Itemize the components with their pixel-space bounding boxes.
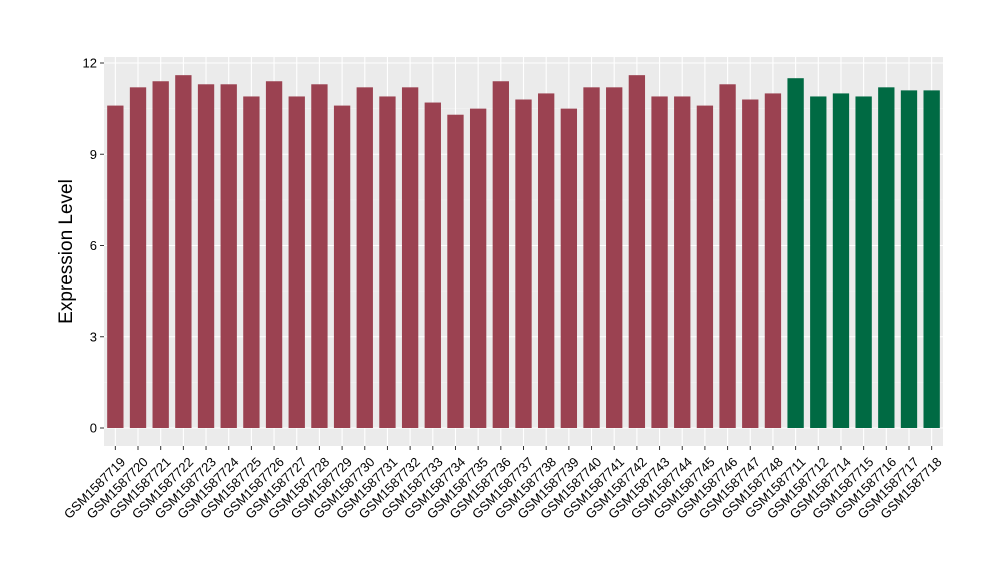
bar-GSM1587719 <box>107 105 124 428</box>
bar-GSM1587732 <box>401 87 419 428</box>
y-tick-label: 0 <box>90 421 97 436</box>
bar-GSM1587731 <box>379 96 396 428</box>
bar-GSM1587714 <box>832 93 850 429</box>
bar-GSM1587741 <box>606 87 623 428</box>
bar-GSM1587722 <box>175 75 192 429</box>
bar-GSM1587738 <box>538 93 555 429</box>
y-tick-label: 6 <box>90 238 97 253</box>
bar-GSM1587718 <box>923 90 940 428</box>
bar-GSM1587735 <box>469 108 487 428</box>
bar-GSM1587728 <box>311 84 328 429</box>
bar-GSM1587746 <box>719 84 736 429</box>
bar-GSM1587736 <box>492 81 509 428</box>
bar-GSM1587748 <box>764 93 782 429</box>
bars <box>107 75 940 429</box>
bar-GSM1587724 <box>220 84 237 429</box>
x-axis: GSM1587719GSM1587720GSM1587721GSM1587722… <box>61 446 945 522</box>
bar-GSM1587712 <box>810 96 827 428</box>
bar-GSM1587737 <box>515 99 532 428</box>
bar-GSM1587740 <box>583 87 600 428</box>
bar-GSM1587721 <box>152 81 169 428</box>
bar-GSM1587745 <box>696 105 714 428</box>
bar-GSM1587725 <box>243 96 260 428</box>
bar-GSM1587727 <box>288 96 305 428</box>
y-axis: 0 3 6 9 12 <box>83 56 104 436</box>
bar-GSM1587723 <box>197 84 215 429</box>
y-tick-label: 3 <box>90 329 97 344</box>
bar-GSM1587717 <box>900 90 918 428</box>
bar-GSM1587744 <box>674 96 691 428</box>
bar-GSM1587726 <box>265 81 283 428</box>
bar-GSM1587729 <box>333 105 351 428</box>
bar-GSM1587743 <box>651 96 668 428</box>
bar-GSM1587739 <box>560 108 578 428</box>
y-axis-title: Expression Level <box>56 179 77 324</box>
y-tick-label: 12 <box>83 56 97 71</box>
bar-GSM1587730 <box>356 87 373 428</box>
bar-GSM1587747 <box>742 99 759 428</box>
bar-GSM1587711 <box>787 78 804 428</box>
bar-GSM1587733 <box>424 102 441 429</box>
bar-GSM1587716 <box>878 87 895 428</box>
bar-GSM1587720 <box>129 87 147 428</box>
bar-GSM1587734 <box>447 114 464 428</box>
y-tick-label: 9 <box>90 147 97 162</box>
bar-GSM1587715 <box>855 96 872 428</box>
bar-GSM1587742 <box>628 75 646 429</box>
